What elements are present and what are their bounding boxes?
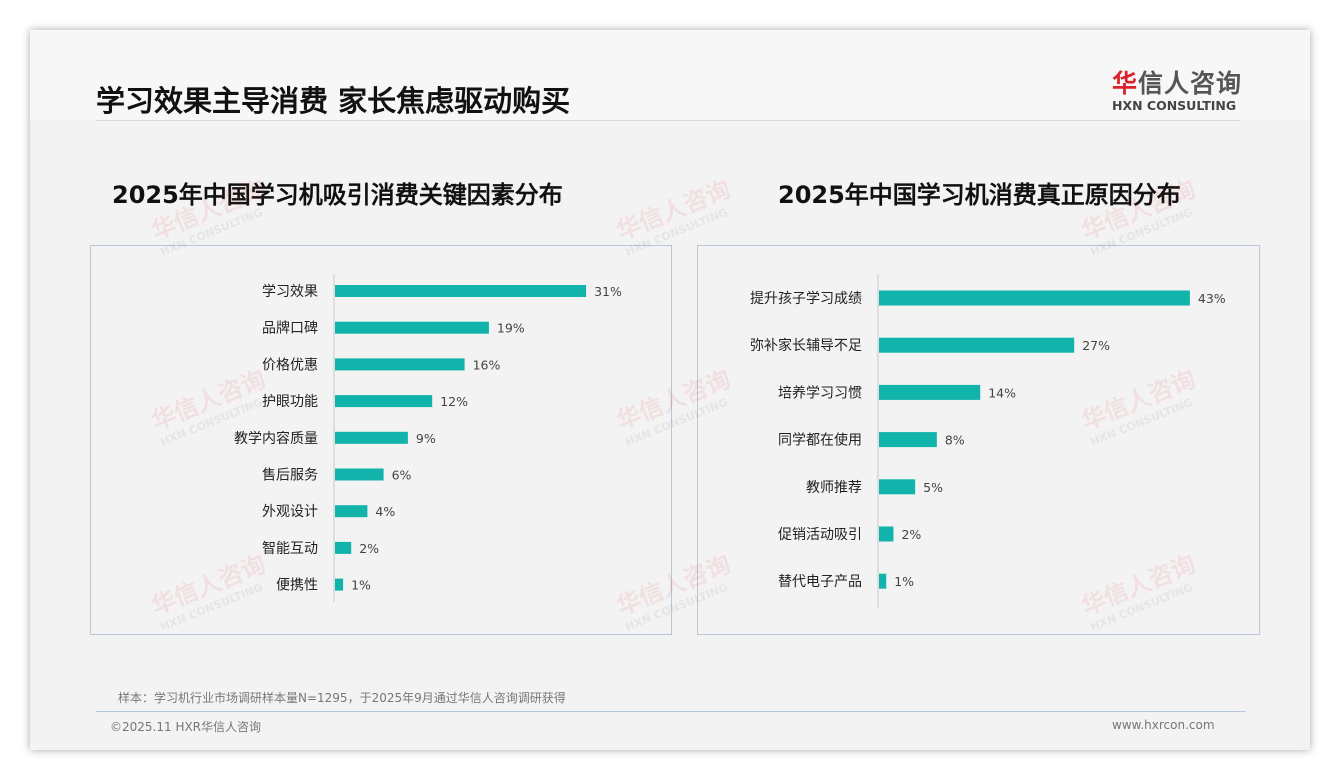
category-label: 教师推荐 [806, 480, 862, 496]
chart-right: 提升孩子学习成绩 43% 弥补家长辅导不足 27% 培养学习习惯 14% 同学都在使用 8% 教… [750, 274, 1226, 608]
bar [335, 541, 352, 554]
data-label: 16% [473, 357, 501, 372]
category-label: 培养学习习惯 [778, 384, 862, 401]
data-label: 1% [894, 574, 914, 589]
header-divider [96, 120, 1240, 121]
data-label: 27% [1082, 338, 1110, 353]
logo-red-char: 华 [1112, 69, 1139, 98]
data-label: 19% [497, 321, 525, 336]
category-label: 外观设计 [262, 504, 318, 520]
bar [335, 358, 465, 371]
bar [335, 578, 344, 591]
category-label: 提升孩子学习成绩 [750, 291, 862, 307]
logo-en-text: HXN CONSULTING [1112, 98, 1237, 113]
chart-panel-right: 提升孩子学习成绩 43% 弥补家长辅导不足 27% 培养学习习惯 14% 同学都在使用 8% 教… [697, 245, 1260, 635]
logo-cn-text: 信人咨询 [1138, 69, 1243, 98]
bar [335, 285, 587, 297]
data-label: 2% [901, 527, 921, 542]
bar [335, 468, 384, 481]
footer-divider [96, 711, 1246, 712]
chart-title-right: 2025年中国学习机消费真正原因分布 [778, 181, 1181, 209]
website-url: www.hxrcon.com [1112, 718, 1215, 732]
chart-left: 学习效果 31% 品牌口碑 19% 价格优惠 16% 护眼功能 12% 教学内容质量 9% 售后服务… [234, 274, 622, 602]
sample-note: 样本：学习机行业市场调研样本量N=1295，于2025年9月通过华信人咨询调研获… [118, 691, 566, 705]
data-label: 4% [375, 504, 395, 519]
category-label: 学习效果 [262, 284, 318, 300]
bar [335, 395, 433, 408]
category-label: 替代电子产品 [778, 574, 862, 590]
data-label: 14% [988, 385, 1016, 400]
bar [879, 573, 887, 589]
category-label: 品牌口碑 [262, 320, 318, 337]
bar [879, 290, 1190, 306]
category-label: 便携性 [276, 578, 318, 594]
category-label: 价格优惠 [262, 357, 318, 373]
page-title: 学习效果主导消费 家长焦虑驱动购买 [96, 84, 571, 118]
data-label: 31% [594, 284, 622, 299]
category-label: 教学内容质量 [234, 430, 318, 447]
bar [879, 432, 937, 448]
logo: 华信人咨询 HXN CONSULTING [1112, 64, 1242, 113]
category-label: 弥补家长辅导不足 [750, 337, 862, 354]
data-label: 6% [392, 468, 412, 483]
copyright: ©2025.11 HXR华信人咨询 [110, 720, 262, 734]
data-label: 2% [359, 541, 379, 556]
category-label: 促销活动吸引 [778, 527, 862, 543]
category-label: 护眼功能 [262, 394, 318, 410]
data-label: 1% [351, 578, 371, 593]
data-label: 12% [440, 394, 468, 409]
bar [879, 384, 981, 400]
bar [879, 479, 916, 495]
data-label: 9% [416, 431, 436, 446]
data-label: 8% [945, 433, 965, 448]
data-label: 5% [923, 480, 943, 495]
category-label: 智能互动 [262, 541, 318, 557]
data-label: 43% [1198, 291, 1226, 306]
bar [879, 337, 1075, 353]
header-band [30, 30, 1310, 120]
chart-panel-left: 学习效果 31% 品牌口碑 19% 价格优惠 16% 护眼功能 12% 教学内容质量 9% 售后服务… [90, 245, 672, 635]
slide: 学习效果主导消费 家长焦虑驱动购买 华信人咨询 HXN CONSULTING 2… [30, 30, 1310, 750]
bar [335, 431, 408, 444]
bar [879, 526, 894, 542]
bar [335, 321, 489, 334]
chart-title-left: 2025年中国学习机吸引消费关键因素分布 [112, 181, 563, 209]
category-label: 售后服务 [262, 468, 318, 484]
category-label: 同学都在使用 [778, 432, 862, 449]
bar [335, 505, 368, 518]
